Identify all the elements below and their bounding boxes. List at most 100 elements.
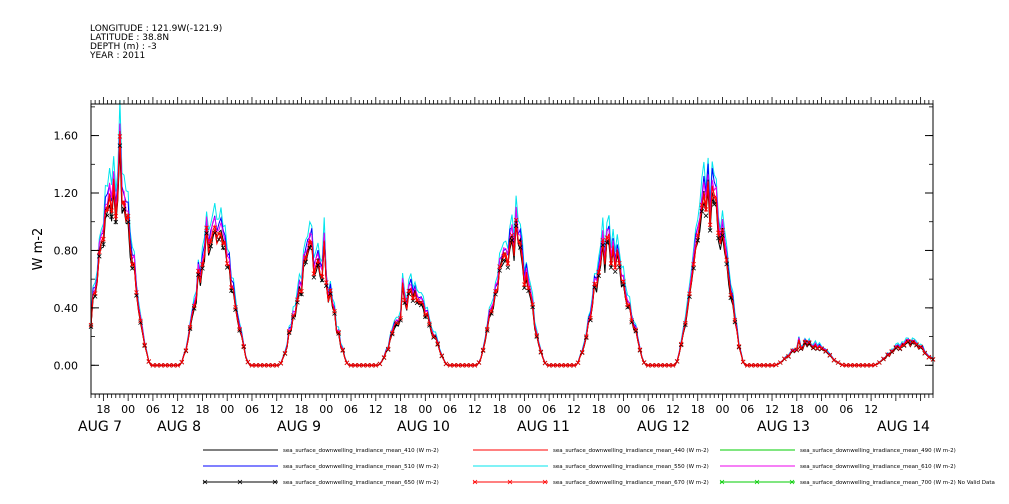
series-marker [864, 363, 870, 368]
series-marker [336, 329, 341, 335]
series-marker [501, 258, 507, 263]
series-marker [431, 334, 436, 339]
x-tick-label: 12 [270, 403, 284, 416]
series-marker [237, 328, 242, 333]
series-marker [732, 318, 738, 323]
series-marker [208, 243, 213, 249]
series-marker [617, 260, 622, 266]
series-marker [794, 347, 800, 353]
series-marker [212, 230, 218, 236]
series-marker [926, 354, 932, 360]
x-tick-label: 06 [344, 403, 358, 416]
legend-marker [202, 479, 208, 485]
series-marker [101, 241, 106, 247]
series-marker [183, 348, 189, 354]
series-marker [484, 328, 490, 333]
x-tick-label: 00 [716, 403, 730, 416]
series-marker [893, 345, 899, 351]
series-marker [740, 359, 746, 365]
series-marker [612, 265, 618, 270]
series-marker [757, 363, 762, 368]
series-marker [117, 143, 123, 148]
series-marker [266, 363, 271, 368]
series-marker [456, 363, 461, 368]
series-marker [435, 342, 440, 347]
series-marker [175, 363, 180, 368]
series-marker [493, 288, 498, 294]
series-marker [687, 291, 692, 297]
series-marker [241, 343, 246, 349]
series-marker [92, 291, 98, 296]
series-marker [138, 318, 143, 324]
series-marker [765, 363, 771, 368]
series-marker [220, 245, 226, 250]
series-marker [191, 303, 197, 309]
series-marker [645, 363, 651, 368]
series-marker [311, 275, 317, 280]
series-marker [662, 363, 667, 368]
x-date-label: AUG 13 [757, 419, 810, 435]
series-marker [187, 324, 193, 330]
series-marker [208, 238, 213, 244]
series-marker [402, 297, 407, 303]
series-marker [319, 277, 325, 283]
series-marker [790, 348, 795, 354]
series-marker [385, 347, 391, 352]
series-marker [253, 363, 259, 368]
series-marker [398, 317, 403, 323]
series-marker [588, 317, 593, 323]
header-line: DEPTH (m) : -3 [90, 42, 157, 52]
series-marker [699, 209, 705, 214]
y-axis: 0.00 0.40 0.80 1.20 1.60 [54, 106, 933, 395]
series-marker [105, 206, 110, 212]
series-marker [196, 268, 201, 274]
series-marker [563, 363, 568, 368]
series-marker [703, 207, 709, 212]
series-marker [637, 348, 643, 353]
series-marker [410, 295, 416, 301]
series-marker [823, 349, 828, 354]
x-tick-label: 18 [96, 403, 110, 416]
series-marker [394, 322, 399, 327]
x-tick-label: 00 [616, 403, 630, 416]
series-marker [918, 345, 923, 350]
series-marker [844, 363, 849, 368]
header-line: LATITUDE : 38.8N [90, 33, 169, 43]
series-marker [575, 360, 581, 365]
x-tick-label: 06 [740, 403, 754, 416]
series-marker [468, 363, 474, 368]
series-marker [414, 298, 420, 303]
x-date-label: AUG 9 [277, 419, 321, 435]
series-marker [348, 363, 354, 368]
series-marker [377, 361, 383, 367]
legend-marker [237, 479, 243, 485]
axis-ticks [90, 97, 934, 401]
series-marker [179, 359, 185, 365]
x-tick-label: 12 [171, 403, 185, 416]
series-marker [811, 345, 816, 350]
legend: sea_surface_downwelling_irradiance_mean_… [202, 448, 995, 486]
series-marker [146, 359, 152, 364]
series-marker [196, 272, 201, 277]
series-marker [303, 255, 308, 261]
series-marker [394, 320, 399, 326]
series-marker [476, 360, 482, 365]
series-marker [835, 360, 841, 365]
series-marker [806, 341, 812, 346]
series-marker [286, 330, 292, 335]
series-marker [629, 319, 634, 325]
series-marker [542, 360, 548, 366]
series-marker [852, 363, 857, 368]
series-marker [695, 232, 701, 238]
series-marker [299, 288, 304, 294]
series-marker [633, 327, 639, 333]
series-marker [257, 363, 263, 368]
series-marker [691, 261, 696, 267]
series-marker [513, 217, 519, 223]
series-marker [815, 345, 820, 351]
series-line [90, 148, 934, 366]
series-marker [117, 134, 123, 139]
series-marker [877, 360, 882, 365]
series-marker [216, 237, 222, 242]
x-date-label: AUG 14 [877, 419, 930, 435]
